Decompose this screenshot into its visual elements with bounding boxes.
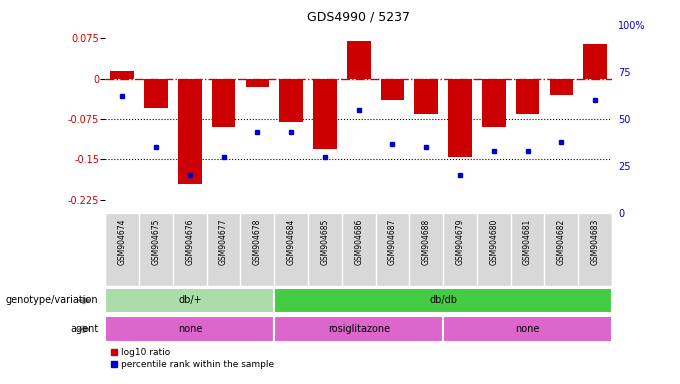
Text: GSM904681: GSM904681	[523, 219, 532, 265]
Text: GSM904678: GSM904678	[253, 219, 262, 265]
Text: GSM904675: GSM904675	[152, 219, 160, 265]
Bar	[313, 79, 337, 149]
Bar	[245, 79, 269, 87]
Text: GSM904674: GSM904674	[118, 219, 126, 265]
Text: GSM904677: GSM904677	[219, 219, 228, 265]
Text: GSM904683: GSM904683	[591, 219, 600, 265]
Text: GSM904686: GSM904686	[354, 219, 363, 265]
Text: GSM904679: GSM904679	[456, 219, 464, 265]
Bar	[443, 316, 612, 342]
Text: db/db: db/db	[429, 295, 457, 306]
Bar	[178, 79, 202, 184]
Text: none: none	[177, 324, 202, 334]
Text: rosiglitazone: rosiglitazone	[328, 324, 390, 334]
Text: GSM904687: GSM904687	[388, 219, 397, 265]
Text: db/+: db/+	[178, 295, 202, 306]
Bar	[110, 71, 134, 79]
Bar	[515, 79, 539, 114]
Bar	[211, 79, 235, 127]
Bar	[482, 79, 506, 127]
Text: GSM904684: GSM904684	[287, 219, 296, 265]
Bar	[274, 288, 612, 313]
Bar	[279, 79, 303, 122]
Bar	[381, 79, 405, 100]
Text: genotype/variation: genotype/variation	[6, 295, 99, 306]
Legend: log10 ratio, percentile rank within the sample: log10 ratio, percentile rank within the …	[110, 348, 274, 369]
Text: GSM904680: GSM904680	[490, 219, 498, 265]
Text: none: none	[515, 324, 540, 334]
Bar	[549, 79, 573, 95]
Bar	[448, 79, 472, 157]
Bar	[274, 316, 443, 342]
Bar	[347, 41, 371, 79]
Title: GDS4990 / 5237: GDS4990 / 5237	[307, 11, 410, 24]
Text: GSM904688: GSM904688	[422, 219, 430, 265]
Bar	[144, 79, 168, 108]
Text: GSM904682: GSM904682	[557, 219, 566, 265]
Bar	[105, 288, 274, 313]
Text: GSM904676: GSM904676	[186, 219, 194, 265]
Bar	[583, 44, 607, 79]
Bar	[105, 316, 274, 342]
Text: GSM904685: GSM904685	[320, 219, 329, 265]
Text: agent: agent	[70, 324, 99, 334]
Bar	[414, 79, 438, 114]
